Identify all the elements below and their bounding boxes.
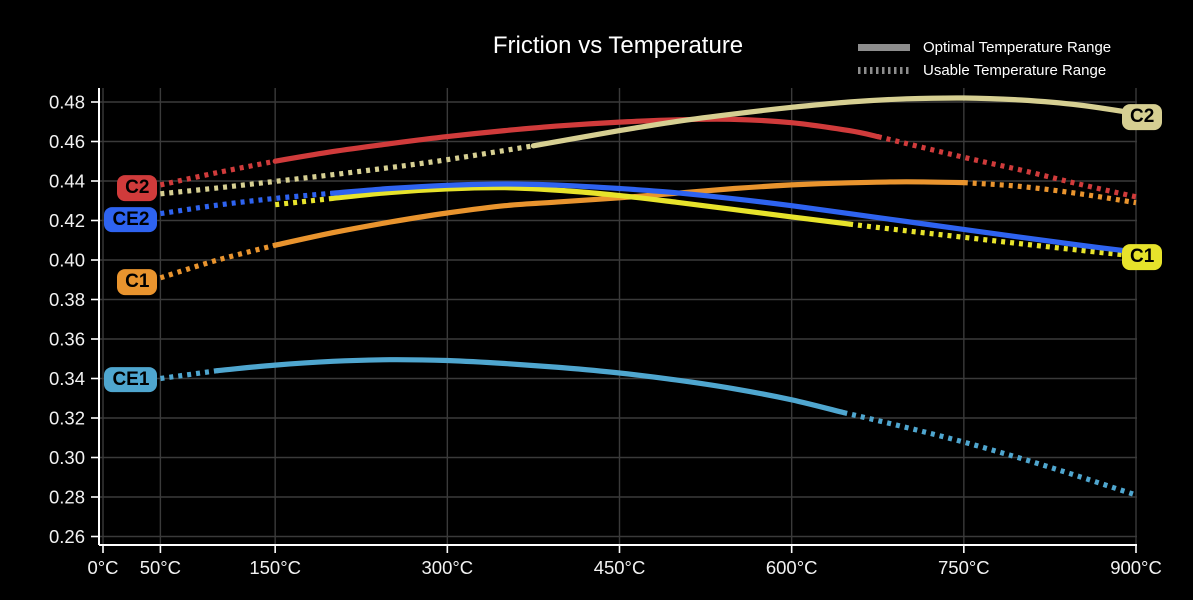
- series-c2-red-usable-dotted: [877, 134, 1137, 200]
- y-tick-label: 0.44: [49, 171, 85, 192]
- series-ce2-optimal-solid: [330, 181, 1139, 255]
- chart-title: Friction vs Temperature: [492, 32, 744, 59]
- x-tick-label: 0°C: [87, 557, 118, 578]
- y-tick-label: 0.42: [49, 210, 85, 231]
- y-tick-label: 0.40: [49, 250, 85, 271]
- y-tick-label: 0.26: [49, 526, 85, 547]
- legend-item-optimal: Optimal Temperature Range: [858, 38, 1111, 57]
- y-tick-label: 0.38: [49, 289, 85, 310]
- y-tick-label: 0.30: [49, 447, 85, 468]
- series-c2-tan-optimal-solid: [530, 95, 1139, 149]
- series-label-ce1-left: CE1: [104, 366, 158, 393]
- series-c1-orange-usable-dotted: [159, 242, 276, 281]
- y-tick-label: 0.46: [49, 131, 85, 152]
- series-label-c1-yellow-right: C1: [1122, 244, 1163, 270]
- series-c1-yellow-usable-dotted: [274, 195, 333, 208]
- series-c1-yellow-optimal-solid: [330, 185, 852, 227]
- series-ce2-usable-dotted: [160, 190, 333, 217]
- series-label-c2-red-left: C2: [117, 174, 158, 201]
- x-tick-label: 50°C: [140, 557, 181, 578]
- legend-label-usable: Usable Temperature Range: [923, 62, 1107, 79]
- series-c1-yellow-usable-dotted: [848, 221, 1137, 259]
- x-tick-label: 900°C: [1110, 557, 1162, 578]
- series-ce1-optimal-solid: [215, 357, 846, 416]
- axis-layer: 0°C 50°C 150°C 300°C 450°C 600°C 750°C 900°C 0.2…: [49, 88, 1162, 578]
- y-tick-label: 0.34: [49, 368, 85, 389]
- series-layer: [159, 95, 1139, 498]
- series-label-ce2-left: CE2: [104, 206, 158, 233]
- series-ce1-usable-dotted: [160, 368, 219, 382]
- series-c1-orange-usable-dotted: [963, 180, 1137, 206]
- series-c2-red-optimal-solid: [272, 116, 881, 164]
- y-tick-label: 0.28: [49, 487, 85, 508]
- x-tick-label: 750°C: [938, 557, 990, 578]
- series-label-c1-orange-left: C1: [117, 268, 158, 295]
- x-tick-label: 150°C: [249, 557, 301, 578]
- x-tick-label: 450°C: [594, 557, 646, 578]
- chart-legend: Optimal Temperature Range Usable Tempera…: [858, 38, 1111, 80]
- usable-range-swatch-icon: [858, 67, 910, 74]
- x-tick-label: 600°C: [766, 557, 818, 578]
- y-tick-label: 0.36: [49, 329, 85, 350]
- optimal-range-swatch-icon: [858, 44, 910, 51]
- grid-layer: [99, 88, 1137, 545]
- series-c2-tan-usable-dotted: [160, 143, 534, 197]
- legend-label-optimal: Optimal Temperature Range: [923, 39, 1112, 56]
- y-tick-label: 0.48: [49, 92, 85, 113]
- legend-item-usable: Usable Temperature Range: [858, 61, 1111, 80]
- series-label-c2-tan-right: C2: [1122, 103, 1163, 130]
- x-tick-label: 300°C: [422, 557, 474, 578]
- series-ce1-usable-dotted: [842, 409, 1137, 498]
- y-tick-label: 0.32: [49, 408, 85, 429]
